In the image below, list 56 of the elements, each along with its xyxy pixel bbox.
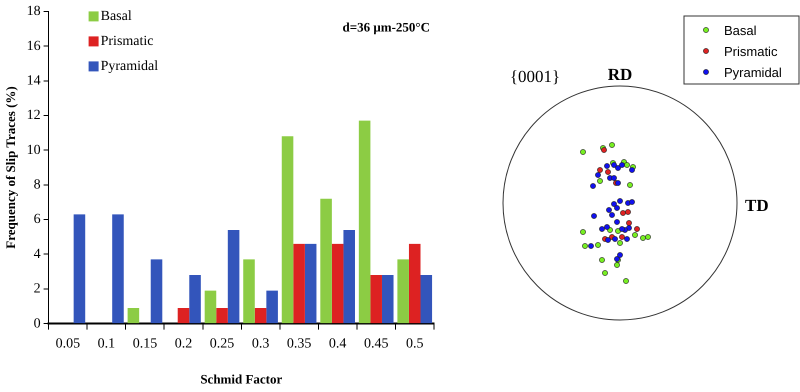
- legend-label: Prismatic: [724, 44, 778, 59]
- y-tick-label: 10: [26, 142, 41, 158]
- bar: [332, 244, 344, 324]
- bar: [204, 290, 216, 324]
- x-tick-label: 0.5: [406, 336, 424, 352]
- bar: [397, 259, 409, 324]
- bar: [228, 230, 240, 324]
- bar: [150, 259, 162, 324]
- bar: [282, 136, 294, 324]
- bar: [382, 275, 394, 324]
- bar: [243, 259, 255, 324]
- y-tick-label: 12: [26, 108, 41, 124]
- bar: [266, 290, 278, 324]
- y-axis-title: Frequency of Slip Traces (%): [3, 86, 18, 249]
- bar: [304, 244, 316, 324]
- y-tick-label: 4: [34, 246, 41, 262]
- bar: [128, 308, 140, 324]
- bar: [343, 230, 355, 324]
- x-axis-title: Schmid Factor: [200, 372, 283, 387]
- x-tick-label: 0.05: [56, 336, 80, 352]
- x-tick-label: 0.35: [286, 336, 312, 352]
- legend-label: Pyramidal: [100, 59, 158, 74]
- bar: [254, 308, 266, 324]
- bar: [408, 244, 421, 324]
- bar: [320, 198, 332, 324]
- bar: [189, 275, 201, 324]
- y-tick-label: 8: [34, 178, 41, 193]
- y-tick-label: 6: [34, 212, 41, 228]
- bar: [293, 244, 305, 324]
- y-tick-label: 2: [34, 282, 41, 297]
- bar: [370, 275, 382, 324]
- y-tick-label: 16: [26, 38, 41, 54]
- x-tick-label: 0.1: [98, 336, 116, 352]
- bar: [420, 275, 432, 324]
- legend-label: Basal: [724, 23, 757, 38]
- legend-label: Basal: [100, 9, 132, 24]
- x-tick-label: 0.15: [132, 336, 158, 352]
- legend-label: Pyramidal: [724, 65, 782, 80]
- bar: [74, 214, 86, 324]
- y-tick-label: 18: [26, 4, 41, 20]
- bar: [358, 120, 370, 324]
- x-tick-label: 0.25: [210, 336, 234, 352]
- bar: [216, 308, 228, 324]
- x-tick-label: 0.2: [174, 336, 192, 352]
- text: TD: [745, 196, 769, 215]
- annotation: d=36 μm-250°C: [342, 19, 430, 34]
- y-tick-label: 14: [26, 73, 41, 88]
- x-tick-label: 0.3: [252, 336, 270, 352]
- text: {0001}: [510, 67, 560, 86]
- y-tick-label: 0: [34, 316, 41, 332]
- x-tick-label: 0.45: [364, 336, 388, 352]
- bar: [112, 214, 124, 324]
- text: RD: [608, 65, 632, 84]
- bar: [178, 308, 190, 324]
- legend-label: Prismatic: [100, 34, 154, 50]
- x-tick-label: 0.4: [328, 336, 346, 352]
